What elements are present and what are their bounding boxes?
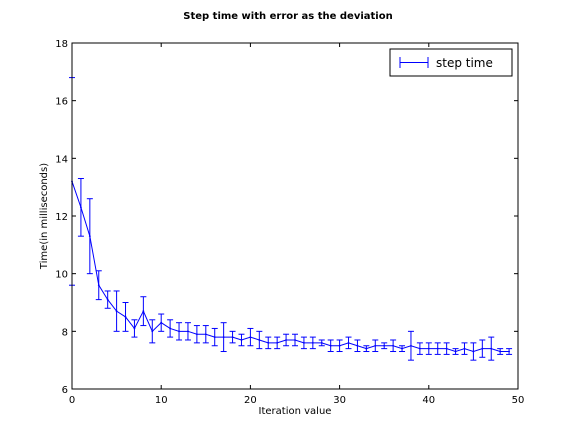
y-tick-label: 16 — [55, 97, 68, 108]
y-tick-label: 8 — [62, 327, 68, 338]
legend-label: step time — [436, 56, 493, 70]
y-axis-label: Time(in milliseconds) — [39, 163, 50, 270]
series-layer — [69, 77, 513, 361]
y-axis: 6 8 10 12 14 16 18 — [55, 39, 518, 396]
chart-title: Step time with error as the deviation — [183, 11, 392, 22]
x-axis-label: Iteration value — [259, 406, 332, 417]
legend: step time — [389, 48, 513, 77]
x-axis: 0 10 20 30 40 50 — [69, 43, 525, 406]
x-tick-label: 30 — [333, 395, 346, 406]
plot-background — [72, 43, 518, 389]
x-tick-label: 50 — [512, 395, 525, 406]
x-tick-label: 40 — [422, 395, 435, 406]
series-line-step-time — [71, 181, 510, 353]
y-tick-label: 10 — [55, 270, 68, 281]
x-tick-label: 20 — [244, 395, 257, 406]
y-tick-label: 18 — [55, 39, 68, 50]
plot-area — [69, 42, 519, 390]
y-tick-label: 12 — [55, 212, 68, 223]
y-tick-label: 6 — [62, 385, 68, 396]
x-tick-label: 0 — [69, 395, 75, 406]
y-tick-label: 14 — [55, 154, 68, 165]
x-tick-label: 10 — [155, 395, 168, 406]
